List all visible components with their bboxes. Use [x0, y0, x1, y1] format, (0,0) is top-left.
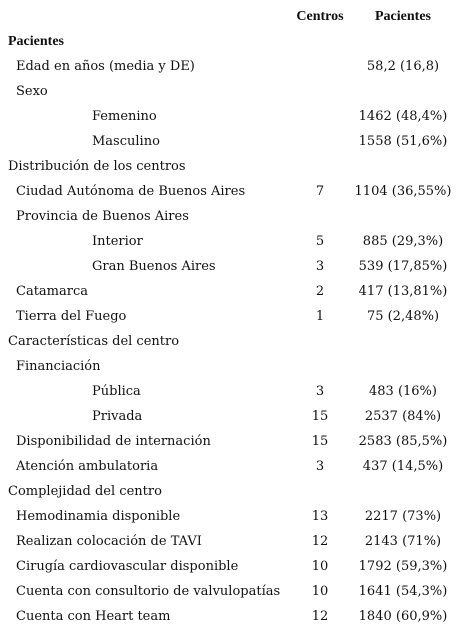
row-label: Cuenta con Heart team: [16, 609, 171, 624]
pacientes-value: 1792 (59,3%): [358, 559, 448, 574]
pacientes-value: 483 (16%): [369, 384, 437, 399]
pacientes-value: 437 (14,5%): [362, 459, 444, 474]
pacientes-value: 1104 (36,55%): [354, 184, 452, 199]
pacientes-value: 539 (17,85%): [358, 259, 448, 274]
row-label: Sexo: [16, 84, 48, 99]
pacientes-value: 2217 (73%): [364, 509, 442, 524]
centros-value: 3: [315, 384, 325, 399]
column-header: Centros: [296, 9, 344, 24]
centros-value: 10: [311, 584, 329, 599]
row-label: Femenino: [92, 109, 157, 124]
pacientes-value: 1641 (54,3%): [358, 584, 448, 599]
column-header: Pacientes: [375, 9, 431, 24]
row-label: Tierra del Fuego: [16, 309, 127, 324]
pacientes-value: 1840 (60,9%): [358, 609, 448, 624]
row-label: Distribución de los centros: [8, 159, 186, 174]
centros-value: 7: [315, 184, 325, 199]
row-label: Pública: [92, 384, 141, 399]
row-label: Masculino: [92, 134, 160, 149]
centros-value: 12: [311, 609, 329, 624]
row-label: Realizan colocación de TAVI: [16, 534, 202, 549]
centros-value: 12: [311, 534, 329, 549]
row-label: Catamarca: [16, 284, 88, 299]
pacientes-value: 2143 (71%): [364, 534, 442, 549]
centros-value: 2: [315, 284, 325, 299]
pacientes-value: 1462 (48,4%): [358, 109, 448, 124]
row-label: Cuenta con consultorio de valvulopatías: [16, 584, 281, 599]
centros-value: 1: [315, 309, 325, 324]
centros-value: 15: [311, 409, 329, 424]
row-label: Disponibilidad de internación: [16, 434, 211, 449]
row-label: Hemodinamia disponible: [16, 509, 181, 524]
centros-value: 13: [311, 509, 329, 524]
pacientes-value: 2583 (85,5%): [358, 434, 448, 449]
row-label: Ciudad Autónoma de Buenos Aires: [16, 184, 246, 199]
pacientes-value: 2537 (84%): [364, 409, 442, 424]
row-label: Privada: [92, 409, 143, 424]
row-label: Edad en años (media y DE): [16, 59, 195, 74]
pacientes-value: 75 (2,48%): [366, 309, 440, 324]
row-label: Atención ambulatoria: [16, 459, 159, 474]
row-label: Complejidad del centro: [8, 484, 162, 499]
row-label: Pacientes: [8, 34, 64, 49]
row-label: Cirugía cardiovascular disponible: [16, 559, 239, 574]
pacientes-value: 58,2 (16,8): [366, 59, 440, 74]
row-label: Interior: [92, 234, 143, 249]
pacientes-value: 1558 (51,6%): [358, 134, 448, 149]
row-label: Gran Buenos Aires: [92, 259, 216, 274]
centros-value: 3: [315, 459, 325, 474]
pacientes-value: 417 (13,81%): [358, 284, 448, 299]
centros-value: 10: [311, 559, 329, 574]
row-label: Provincia de Buenos Aires: [16, 209, 189, 224]
pacientes-value: 885 (29,3%): [362, 234, 444, 249]
row-label: Financiación: [16, 359, 101, 374]
centros-value: 3: [315, 259, 325, 274]
centros-value: 5: [315, 234, 325, 249]
centros-value: 15: [311, 434, 329, 449]
row-label: Características del centro: [8, 334, 180, 349]
